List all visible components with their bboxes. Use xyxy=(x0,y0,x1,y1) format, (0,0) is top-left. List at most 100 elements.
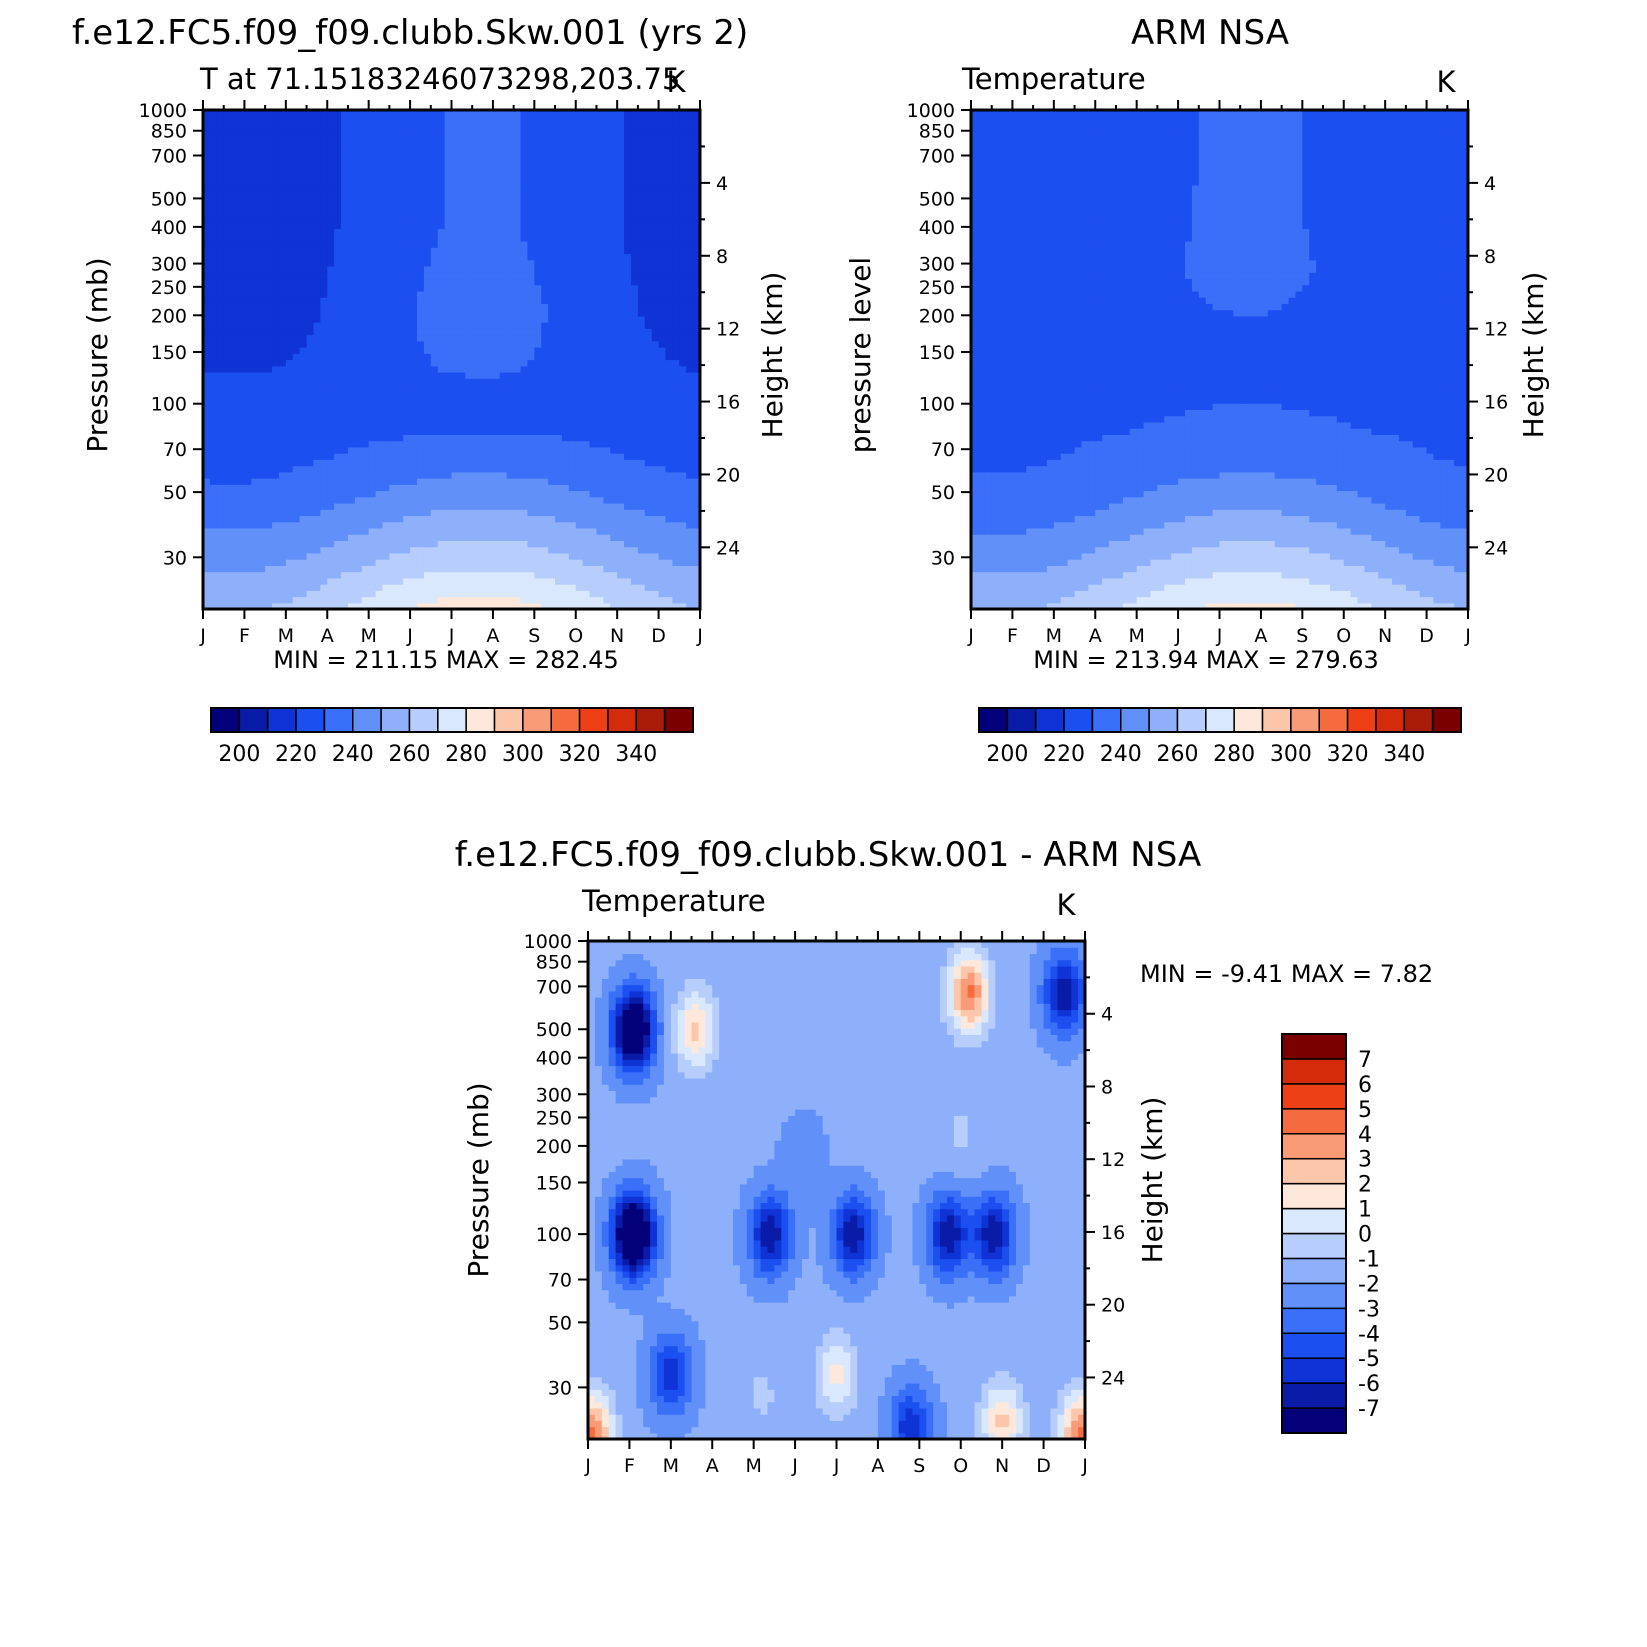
contour-cell xyxy=(506,272,515,280)
contour-cell xyxy=(658,247,667,255)
contour-cell xyxy=(216,521,225,529)
contour-cell xyxy=(437,478,446,485)
contour-cell xyxy=(651,453,660,460)
contour-cell xyxy=(555,234,563,242)
contour-cell xyxy=(637,234,646,242)
contour-cell xyxy=(223,247,232,255)
contour-cell xyxy=(347,309,356,317)
contour-cell xyxy=(499,378,508,386)
contour-cell xyxy=(617,409,625,417)
contour-cell xyxy=(203,378,211,386)
contour-cell xyxy=(361,203,370,211)
contour-cell xyxy=(589,315,598,323)
contour-cell xyxy=(506,315,515,323)
contour-cell xyxy=(561,259,570,267)
contour-cell xyxy=(672,403,680,410)
contour-cell xyxy=(506,565,515,573)
contour-cell xyxy=(437,184,446,192)
contour-cell xyxy=(403,540,411,548)
contour-cell xyxy=(693,421,701,429)
contour-cell xyxy=(499,521,508,529)
contour-cell xyxy=(575,222,584,230)
contour-cell xyxy=(458,565,466,573)
contour-cell xyxy=(341,428,349,435)
contour-cell xyxy=(624,421,632,429)
contour-cell xyxy=(665,303,673,311)
contour-cell xyxy=(244,209,252,217)
contour-cell xyxy=(396,409,404,417)
contour-cell xyxy=(347,353,356,361)
contour-cell xyxy=(203,602,211,610)
contour-cell xyxy=(624,378,632,386)
contour-cell xyxy=(658,409,667,417)
contour-cell xyxy=(430,209,439,217)
contour-cell xyxy=(382,409,390,417)
contour-cell xyxy=(451,265,459,273)
contour-cell xyxy=(486,303,494,311)
contour-cell xyxy=(541,297,549,304)
contour-cell xyxy=(451,209,459,217)
contour-cell xyxy=(403,403,411,410)
contour-cell xyxy=(272,309,280,317)
contour-cell xyxy=(299,421,308,429)
contour-cell xyxy=(596,484,604,492)
contour-cell xyxy=(341,446,349,454)
contour-cell xyxy=(568,290,577,298)
contour-cell xyxy=(582,315,591,323)
contour-cell xyxy=(568,340,577,348)
contour-cell xyxy=(644,421,653,429)
contour-cell xyxy=(672,415,680,423)
contour-cell xyxy=(693,571,701,579)
contour-cell xyxy=(693,340,701,348)
contour-cell xyxy=(658,334,667,342)
contour-cell xyxy=(278,234,287,242)
contour-cell xyxy=(610,303,618,311)
contour-cell xyxy=(458,303,466,311)
contour-cell xyxy=(403,184,411,192)
contour-cell xyxy=(575,315,584,323)
contour-cell xyxy=(568,197,577,205)
contour-cell xyxy=(534,490,542,498)
contour-cell xyxy=(637,509,646,517)
contour-cell xyxy=(209,478,218,485)
contour-cell xyxy=(258,596,266,604)
contour-cell xyxy=(368,552,377,560)
contour-cell xyxy=(644,384,653,392)
contour-cell xyxy=(209,577,218,585)
contour-cell xyxy=(403,272,411,280)
contour-cell xyxy=(548,478,556,485)
contour-cell xyxy=(527,315,535,323)
contour-cell xyxy=(589,390,598,398)
contour-cell xyxy=(375,490,384,498)
contour-cell xyxy=(209,278,218,286)
contour-cell xyxy=(258,222,266,230)
contour-cell xyxy=(389,191,397,198)
contour-cell xyxy=(209,496,218,504)
contour-cell xyxy=(651,353,660,361)
contour-cell xyxy=(596,328,604,336)
contour-cell xyxy=(589,178,598,186)
contour-cell xyxy=(209,534,218,541)
contour-cell xyxy=(244,540,252,548)
contour-cell xyxy=(451,247,459,255)
contour-cell xyxy=(416,265,425,273)
contour-cell xyxy=(292,353,301,361)
contour-cell xyxy=(306,390,315,398)
contour-cell xyxy=(492,347,501,354)
contour-cell xyxy=(403,347,411,354)
contour-cell xyxy=(306,322,315,329)
contour-cell xyxy=(278,534,287,541)
contour-cell xyxy=(444,515,453,523)
contour-cell xyxy=(651,496,660,504)
contour-cell xyxy=(520,602,529,610)
contour-cell xyxy=(341,534,349,541)
contour-cell xyxy=(693,191,701,198)
contour-cell xyxy=(486,534,494,541)
contour-cell xyxy=(347,209,356,217)
contour-cell xyxy=(644,359,653,367)
contour-cell xyxy=(596,297,604,304)
contour-cell xyxy=(237,478,246,485)
contour-cell xyxy=(258,571,266,579)
contour-cell xyxy=(375,340,384,348)
contour-cell xyxy=(423,546,432,554)
